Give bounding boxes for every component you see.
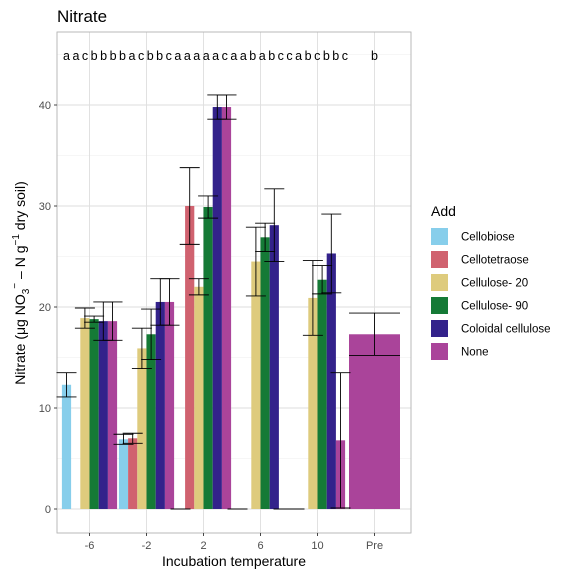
bar-cellulose-90--6 — [90, 319, 99, 509]
bar-cellotetraose-2 — [185, 206, 194, 509]
bar-cellulose-90--2 — [147, 334, 156, 509]
legend-swatch — [431, 228, 448, 245]
legend-label: Cellulose- 90 — [461, 301, 528, 313]
bar-cellobiose--6 — [62, 385, 71, 509]
bar-coloidal-cellulose--2 — [156, 302, 165, 509]
y-axis-title-part3: dry soil) — [12, 181, 28, 234]
legend-swatch — [431, 274, 448, 291]
legend-label: Cellulose- 20 — [461, 278, 528, 290]
legend-swatch — [431, 320, 448, 337]
significance-letters-main: a a c b b b b a c b b c a a a a a c a a … — [63, 49, 348, 63]
legend-swatch — [431, 297, 448, 314]
bar-none-2 — [222, 107, 231, 509]
significance-letter-pre: b — [371, 49, 378, 63]
y-tick-label: 40 — [39, 100, 51, 112]
legend-label: None — [461, 347, 489, 359]
bar-cellobiose--2 — [119, 439, 128, 509]
bar-none--2 — [165, 302, 174, 509]
bar-cellulose-90-6 — [261, 237, 270, 509]
significance-letters: a a c b b b b a c b b c a a a a a c a a … — [63, 49, 378, 63]
y-axis-title-part1: Nitrate (μg NO — [12, 294, 28, 385]
bar-cellulose-20--6 — [80, 318, 89, 509]
chart-title: Nitrate — [57, 7, 107, 26]
x-tick-label: 6 — [257, 540, 263, 552]
legend-label: Cellobiose — [461, 232, 515, 244]
x-tick-label: 10 — [311, 540, 323, 552]
y-tick-label: 10 — [39, 403, 51, 415]
legend-swatch — [431, 343, 448, 360]
legend-label: Cellotetraose — [461, 255, 529, 267]
x-tick-label: -6 — [85, 540, 95, 552]
bar-cellulose-20--2 — [137, 348, 146, 509]
bar-cellulose-90-10 — [318, 280, 327, 509]
bar-cellulose-90-2 — [204, 207, 213, 509]
y-tick-label: 30 — [39, 201, 51, 213]
bar-none-Pre — [349, 334, 400, 509]
y-tick-label: 0 — [45, 504, 51, 516]
bar-cellotetraose--2 — [128, 438, 137, 509]
bar-cellulose-20-6 — [251, 262, 260, 509]
bar-coloidal-cellulose-2 — [213, 107, 222, 509]
x-axis-title: Incubation temperature — [162, 553, 306, 569]
bar-cellulose-20-2 — [194, 287, 203, 509]
x-tick-label: -2 — [142, 540, 152, 552]
y-axis-title-sub: 3 — [21, 288, 32, 294]
legend-swatch — [431, 251, 448, 268]
y-tick-label: 20 — [39, 302, 51, 314]
legend-title: Add — [431, 203, 456, 219]
y-axis-title-part2: – N g — [12, 246, 28, 283]
x-tick-label: Pre — [366, 540, 383, 552]
y-axis-title-sup: −1 — [11, 234, 22, 246]
x-tick-label: 2 — [200, 540, 206, 552]
bar-none--6 — [108, 321, 117, 509]
legend-label: Coloidal cellulose — [461, 324, 551, 336]
bar-coloidal-cellulose--6 — [99, 321, 108, 509]
bar-coloidal-cellulose-6 — [270, 225, 279, 509]
